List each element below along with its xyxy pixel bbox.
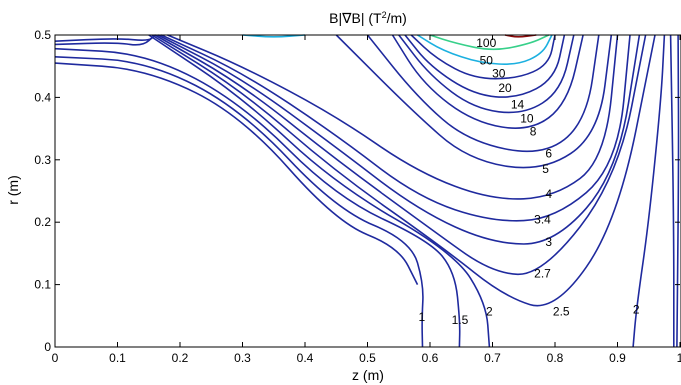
contour-label: 2.7 <box>534 266 551 280</box>
x-tick-label: 0.9 <box>609 351 626 365</box>
x-tick-label: 0.7 <box>484 351 501 365</box>
contour-line-top1 <box>54 34 156 42</box>
contour-label: 5 <box>542 162 549 176</box>
contour-line-edge <box>669 34 675 347</box>
contour-line-6 <box>366 34 600 153</box>
contour-line-14 <box>404 34 566 98</box>
x-tick-label: 0 <box>52 351 59 365</box>
contour-line-3.4 <box>160 34 631 222</box>
contour-label: 50 <box>480 54 494 68</box>
contour-line-50 <box>429 34 550 51</box>
x-tick-label: 0.6 <box>422 351 439 365</box>
contour-line-4 <box>167 34 619 200</box>
contour-label: 6 <box>545 147 552 161</box>
contour-line-1.5 <box>54 47 461 348</box>
contour-label: 2 <box>486 304 493 318</box>
contour-line-3 <box>157 34 641 245</box>
contour-line-1 <box>54 56 424 348</box>
y-tick-label: 0.2 <box>34 215 51 229</box>
axis-ticks: 0 0.1 0.2 0.3 0.4 0.5 0.6 0.7 0.8 0.9 100.10.20.30… <box>34 28 681 365</box>
x-tick-label: 0.3 <box>234 351 251 365</box>
contour-label: 4 <box>545 187 552 201</box>
contour-lines <box>54 34 680 348</box>
chart-title-superscript: 2 <box>382 10 387 20</box>
contour-label: 1.5 <box>452 313 469 327</box>
contour-line-2a <box>148 34 491 348</box>
contour-label: 20 <box>498 81 512 95</box>
x-axis-title: z (m) <box>352 367 384 383</box>
y-tick-label: 0.4 <box>34 90 51 104</box>
contour-label: 2 <box>633 303 640 317</box>
chart-title-tail: /m) <box>387 10 407 26</box>
contour-label: 10 <box>520 112 534 126</box>
x-tick-label: 0.8 <box>547 351 564 365</box>
contour-line-2b <box>632 34 666 348</box>
contour-label: 100 <box>476 36 496 50</box>
y-tick-label: 0.5 <box>34 28 51 42</box>
plot-frame <box>54 34 681 348</box>
y-tick-label: 0.3 <box>34 153 51 167</box>
contour-label: 1 <box>419 310 426 324</box>
contour-label: 2.5 <box>553 304 570 318</box>
contour-line-0.8 <box>54 62 419 285</box>
chart-title-main: B|∇B| (T <box>329 10 382 26</box>
contour-line-edge2 <box>676 34 680 348</box>
contour-line-top2 <box>54 34 156 46</box>
x-tick-label: 1 <box>677 351 681 365</box>
contour-line-30 <box>417 34 553 65</box>
y-axis-title: r (m) <box>5 175 21 205</box>
contour-line-2.5 <box>151 34 656 307</box>
contour-label: 8 <box>530 125 537 139</box>
x-tick-label: 0.2 <box>172 351 189 365</box>
contour-line-5 <box>335 34 613 169</box>
contour-label: 30 <box>492 67 506 81</box>
y-tick-label: 0 <box>44 340 51 354</box>
chart-title: B|∇B| (T2/m) <box>329 10 407 26</box>
y-tick-label: 0.1 <box>34 278 51 292</box>
contour-line-8 <box>391 34 584 129</box>
x-tick-label: 0.1 <box>109 351 126 365</box>
contour-line-10 <box>398 34 575 114</box>
contour-label: 3 <box>545 235 552 249</box>
x-tick-label: 0.4 <box>297 351 314 365</box>
contour-line-20 <box>410 34 556 80</box>
contour-label: 14 <box>511 97 525 111</box>
contour-label: 3.4 <box>534 213 551 227</box>
x-tick-label: 0.5 <box>359 351 376 365</box>
contour-line-2.7 <box>154 34 647 276</box>
